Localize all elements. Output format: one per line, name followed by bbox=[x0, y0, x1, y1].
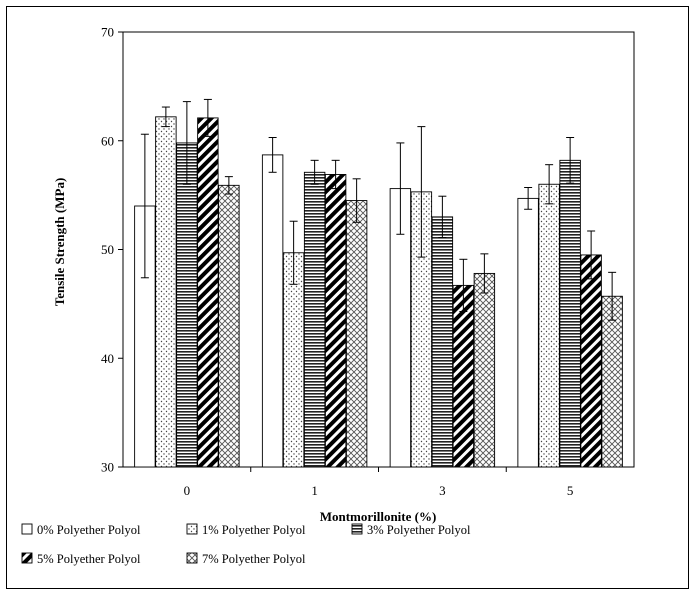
legend-item: 0% Polyether Polyol bbox=[21, 523, 141, 537]
legend-swatch bbox=[186, 552, 198, 564]
bars bbox=[134, 116, 623, 468]
y-tick-label: 70 bbox=[101, 25, 114, 40]
bar bbox=[261, 154, 284, 468]
legend: 0% Polyether Polyol 1% Polyether Polyol 3%… bbox=[21, 523, 471, 566]
bar bbox=[176, 142, 198, 468]
bar bbox=[580, 254, 602, 468]
y-tick-label: 40 bbox=[101, 351, 114, 366]
bar bbox=[473, 272, 496, 468]
legend-item: 3% Polyether Polyol bbox=[351, 523, 471, 537]
bar bbox=[431, 216, 454, 468]
error-bars bbox=[140, 98, 617, 321]
bar bbox=[155, 116, 177, 468]
legend-swatch bbox=[21, 552, 33, 564]
y-axis: 30 40 50 60 70 bbox=[101, 25, 123, 475]
legend-label: 3% Polyether Polyol bbox=[367, 523, 471, 537]
legend-item: 7% Polyether Polyol bbox=[186, 552, 306, 566]
x-tick-label: 3 bbox=[439, 483, 446, 498]
legend-swatch bbox=[186, 523, 198, 535]
bar bbox=[517, 197, 539, 468]
bar bbox=[601, 295, 623, 468]
legend-swatch bbox=[21, 523, 33, 535]
x-tick-label: 5 bbox=[567, 483, 574, 498]
bar bbox=[452, 284, 475, 468]
legend-label: 5% Polyether Polyol bbox=[37, 552, 141, 566]
y-tick-label: 30 bbox=[101, 460, 114, 475]
x-tick-label: 0 bbox=[184, 483, 191, 498]
legend-item: 1% Polyether Polyol bbox=[186, 523, 306, 537]
bar bbox=[538, 183, 560, 468]
legend-swatch bbox=[351, 523, 363, 535]
y-axis-label: Tensile Strength (MPa) bbox=[52, 178, 67, 307]
legend-label: 0% Polyether Polyol bbox=[37, 523, 141, 537]
legend-label: 7% Polyether Polyol bbox=[202, 552, 306, 566]
bar bbox=[218, 184, 240, 468]
legend-item: 5% Polyether Polyol bbox=[21, 552, 141, 566]
bar bbox=[345, 200, 368, 468]
y-tick-label: 60 bbox=[101, 133, 114, 148]
legend-label: 1% Polyether Polyol bbox=[202, 523, 306, 537]
bar bbox=[303, 171, 326, 468]
x-axis-label: Montmorillonite (%) bbox=[320, 509, 437, 524]
x-axis: 0 1 3 5 bbox=[184, 467, 574, 498]
bar bbox=[559, 159, 581, 468]
bar bbox=[197, 117, 219, 468]
chart-frame bbox=[6, 6, 689, 589]
bar bbox=[282, 252, 305, 468]
y-tick-label: 50 bbox=[101, 242, 114, 257]
x-tick-label: 1 bbox=[311, 483, 318, 498]
bar bbox=[324, 174, 347, 468]
